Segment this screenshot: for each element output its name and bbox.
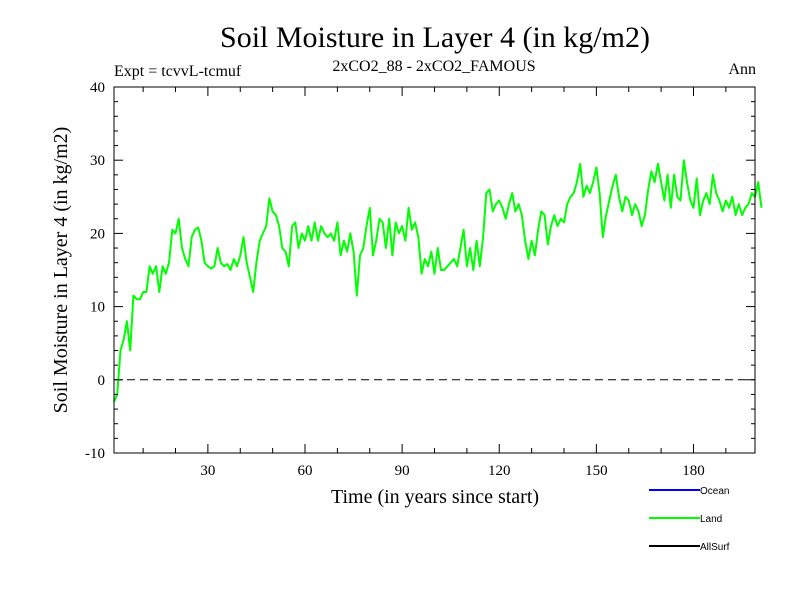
- x-axis-label: Time (in years since start): [331, 486, 539, 508]
- y-axis-label: Soil Moisture in Layer 4 (in kg/m2): [50, 127, 72, 414]
- y-tick-label: -10: [85, 446, 105, 462]
- x-tick-label: 180: [682, 463, 705, 479]
- x-tick-label: 120: [488, 463, 511, 479]
- x-tick-label: 30: [200, 463, 215, 479]
- chart-subtitle: 2xCO2_88 - 2xCO2_FAMOUS: [332, 58, 535, 75]
- expt-label: Expt = tcvvL-tcmuf: [114, 63, 242, 80]
- series-line-land: [113, 159, 763, 403]
- x-tick-label: 150: [585, 463, 608, 479]
- plot-area: -10 0 10 20 30 40 30 60 90 120 150 180: [85, 80, 763, 479]
- y-tick-label: 30: [90, 153, 105, 169]
- y-tick-label: 10: [90, 300, 105, 316]
- y-tick-label: 0: [98, 373, 106, 389]
- legend: Ocean Land AllSurf: [649, 486, 730, 553]
- legend-label-allsurf: AllSurf: [700, 542, 730, 553]
- y-tick-label: 40: [90, 80, 105, 96]
- legend-label-land: Land: [700, 514, 722, 525]
- period-label: Ann: [728, 61, 756, 78]
- x-tick-label: 60: [298, 463, 313, 479]
- legend-label-ocean: Ocean: [700, 486, 729, 497]
- y-tick-label: 20: [90, 226, 105, 242]
- x-tick-label: 90: [395, 463, 410, 479]
- chart-title: Soil Moisture in Layer 4 (in kg/m2): [220, 21, 650, 54]
